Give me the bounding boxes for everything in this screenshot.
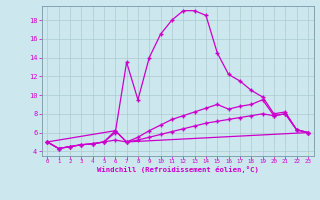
X-axis label: Windchill (Refroidissement éolien,°C): Windchill (Refroidissement éolien,°C) (97, 166, 259, 173)
